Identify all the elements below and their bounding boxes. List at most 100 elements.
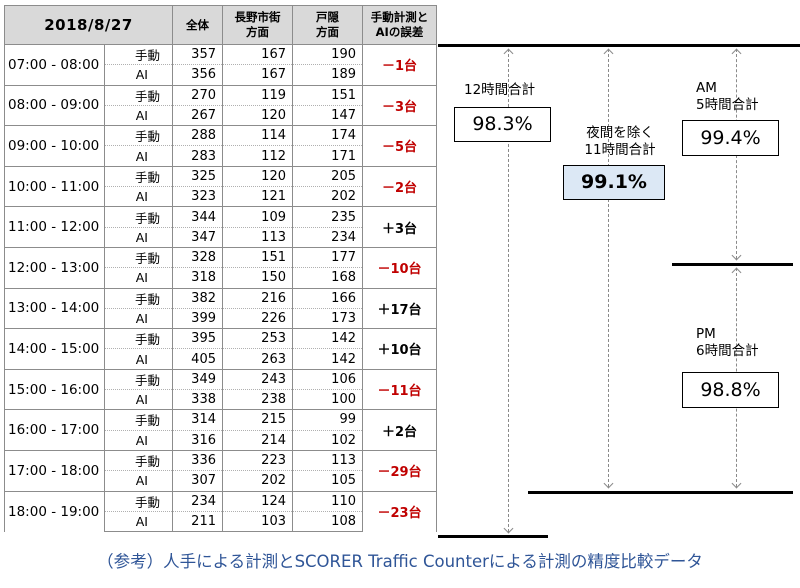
bottom-bar (438, 535, 548, 538)
ai-togakushi-cell: 100 (292, 389, 363, 411)
manual-total-cell: 382 (172, 287, 223, 309)
am-arrow-down-icon (731, 254, 741, 261)
manual-label-cell: 手動 (104, 246, 173, 269)
manual-nagano-cell: 215 (222, 409, 293, 431)
manual-label-cell: 手動 (104, 165, 173, 188)
pm-arrow-up-icon (731, 267, 741, 274)
manual-nagano-cell: 151 (222, 246, 293, 269)
table-row-manual: 15:00 - 16:00 手動 349 243 106 －11台 (4, 368, 437, 410)
time-slot-cell: 11:00 - 12:00 (4, 206, 105, 248)
manual-total-cell: 344 (172, 206, 223, 228)
ai-label-cell: AI (104, 186, 173, 208)
time-slot-cell: 07:00 - 08:00 (4, 44, 105, 86)
total-header: 全体 (172, 5, 223, 45)
ai-total-cell: 267 (172, 105, 223, 127)
manual-nagano-cell: 124 (222, 490, 293, 512)
ai-togakushi-cell: 234 (292, 227, 363, 248)
manual-total-cell: 288 (172, 125, 223, 147)
am-label: AM 5時間合計 (696, 80, 759, 113)
am-value-box: 99.4% (682, 120, 779, 156)
table-row-manual: 18:00 - 19:00 手動 234 124 110 －23台 (4, 490, 437, 532)
diff-cell: －23台 (362, 490, 437, 532)
caption: （参考）人手による計測とSCORER Traffic Counterによる計測の… (97, 552, 703, 571)
diff-cell: －11台 (362, 368, 437, 410)
manual-total-cell: 328 (172, 246, 223, 269)
ai-nagano-cell: 202 (222, 470, 293, 492)
manual-total-cell: 357 (172, 43, 223, 66)
table-row-manual: 11:00 - 12:00 手動 344 109 235 ＋3台 (4, 206, 437, 248)
table-row-ai: AI 323 121 202 (5, 186, 437, 208)
table-row-manual: 16:00 - 17:00 手動 314 215 99 ＋2台 (4, 409, 437, 451)
time-slot-cell: 16:00 - 17:00 (4, 409, 105, 451)
manual-nagano-cell: 253 (222, 328, 293, 350)
diff-cell: －1台 (362, 44, 437, 86)
togakushi-header: 戸隠 方面 (292, 5, 363, 45)
manual-nagano-cell: 114 (222, 125, 293, 147)
manual-nagano-cell: 120 (222, 165, 293, 188)
diff-cell: ＋17台 (362, 287, 437, 329)
ai-total-cell: 405 (172, 348, 223, 370)
ai-total-cell: 283 (172, 145, 223, 167)
ai-nagano-cell: 226 (222, 308, 293, 330)
manual-togakushi-cell: 177 (292, 246, 363, 269)
11h-arrow-up-icon (603, 48, 613, 55)
top-bar (438, 44, 800, 47)
ai-label-cell: AI (104, 470, 173, 492)
ai-togakushi-cell: 173 (292, 308, 363, 330)
ai-total-cell: 347 (172, 227, 223, 248)
time-slot-cell: 15:00 - 16:00 (4, 368, 105, 410)
ai-total-cell: 318 (172, 267, 223, 289)
diff-cell: －3台 (362, 84, 437, 126)
manual-nagano-cell: 119 (222, 84, 293, 106)
nagano-header: 長野市街 方面 (222, 5, 293, 45)
12h-range-line (508, 49, 509, 532)
manual-togakushi-cell: 166 (292, 287, 363, 309)
time-slot-cell: 13:00 - 14:00 (4, 287, 105, 329)
table-row-ai: AI 318 150 168 (5, 267, 437, 289)
ai-label-cell: AI (104, 511, 173, 533)
table-row-ai: AI 307 202 105 (5, 470, 437, 492)
manual-togakushi-cell: 235 (292, 206, 363, 228)
comparison-table-container: 2018/8/27 全体 長野市街 方面 戸隠 方面 手動計測と AIの誤差 07:0… (4, 5, 437, 533)
total12-value-box: 98.3% (454, 107, 551, 142)
ai-label-cell: AI (104, 145, 173, 167)
ai-togakushi-cell: 102 (292, 430, 363, 451)
manual-togakushi-cell: 99 (292, 409, 363, 431)
table-row-manual: 09:00 - 10:00 手動 288 114 174 －5台 (4, 125, 437, 167)
pm-value-box: 98.8% (682, 372, 779, 408)
table-row-manual: 12:00 - 13:00 手動 328 151 177 －10台 (4, 246, 437, 289)
diff-cell: －2台 (362, 165, 437, 207)
ai-togakushi-cell: 189 (292, 64, 363, 86)
table-row-manual: 14:00 - 15:00 手動 395 253 142 ＋10台 (4, 328, 437, 370)
manual-total-cell: 395 (172, 328, 223, 350)
diff-header: 手動計測と AIの誤差 (362, 5, 437, 45)
ai-total-cell: 316 (172, 430, 223, 451)
ai-label-cell: AI (104, 227, 173, 248)
time-slot-cell: 10:00 - 11:00 (4, 165, 105, 207)
ai-nagano-cell: 103 (222, 511, 293, 533)
ai-total-cell: 211 (172, 511, 223, 533)
table-row-ai: AI 211 103 108 (5, 511, 437, 533)
ai-nagano-cell: 214 (222, 430, 293, 451)
ai-nagano-cell: 238 (222, 389, 293, 411)
manual-togakushi-cell: 151 (292, 84, 363, 106)
manual-nagano-cell: 223 (222, 449, 293, 472)
manual-label-cell: 手動 (104, 409, 173, 431)
ai-nagano-cell: 121 (222, 186, 293, 208)
ai-togakushi-cell: 142 (292, 348, 363, 370)
manual-label-cell: 手動 (104, 125, 173, 147)
ai-label-cell: AI (104, 64, 173, 86)
comparison-table: 2018/8/27 全体 長野市街 方面 戸隠 方面 手動計測と AIの誤差 07:0… (4, 5, 437, 533)
ai-label-cell: AI (104, 308, 173, 330)
table-row-ai: AI 347 113 234 (5, 227, 437, 248)
total11-value-box: 99.1% (563, 165, 665, 200)
table-row-ai: AI 405 263 142 (5, 348, 437, 370)
ai-nagano-cell: 167 (222, 64, 293, 86)
manual-togakushi-cell: 174 (292, 125, 363, 147)
ai-label-cell: AI (104, 389, 173, 411)
ai-nagano-cell: 263 (222, 348, 293, 370)
manual-togakushi-cell: 190 (292, 43, 363, 66)
table-row-manual: 07:00 - 08:00 手動 357 167 190 －1台 (4, 43, 437, 86)
ai-togakushi-cell: 108 (292, 511, 363, 533)
diff-cell: ＋2台 (362, 409, 437, 451)
